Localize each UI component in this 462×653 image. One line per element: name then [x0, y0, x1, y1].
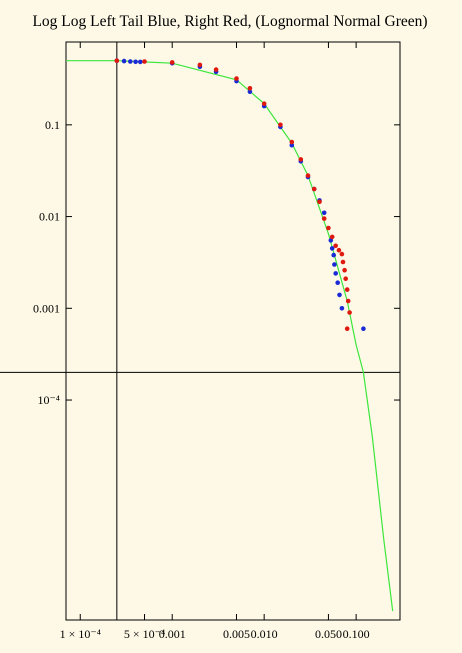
right-tail-point	[197, 62, 203, 68]
right-tail-point	[278, 122, 283, 128]
right-tail-point	[114, 58, 120, 63]
y-tick-label: 0.1	[45, 118, 60, 132]
right-tail-point	[305, 173, 311, 178]
chart-title: Log Log Left Tail Blue, Right Red, (Logn…	[32, 13, 427, 30]
right-tail-point	[339, 251, 345, 257]
left-tail-point	[128, 59, 133, 64]
right-tail-point	[213, 67, 219, 72]
right-tail-point	[347, 310, 352, 315]
right-tail-point	[336, 247, 342, 253]
lognormal-fit-line	[66, 60, 394, 612]
data-points-layer	[114, 58, 366, 332]
left-tail-point	[333, 271, 339, 276]
right-tail-point	[326, 225, 331, 231]
x-tick-label: 0.005	[223, 627, 250, 641]
x-tick-label: 1 × 10⁻⁴	[60, 627, 101, 641]
left-tail-point	[335, 280, 341, 286]
left-tail-point	[337, 292, 342, 298]
right-tail-point	[340, 259, 346, 265]
left-tail-point	[321, 210, 327, 216]
left-tail-point	[328, 238, 334, 243]
right-tail-point	[342, 267, 347, 273]
reference-lines	[0, 42, 400, 620]
left-tail-point	[121, 58, 127, 64]
y-tick-label: 10⁻⁴	[37, 393, 60, 407]
right-tail-point	[329, 234, 335, 240]
right-tail-point	[344, 326, 350, 332]
right-tail-point	[345, 298, 351, 304]
left-tail-point	[329, 246, 335, 251]
right-tail-point	[321, 216, 327, 221]
left-tail-point	[339, 306, 345, 311]
right-tail-point	[289, 139, 295, 145]
x-tick-label: 0.001	[159, 627, 186, 641]
left-tail-point	[361, 326, 366, 332]
right-tail-point	[344, 287, 350, 292]
left-tail-point	[247, 89, 253, 94]
right-tail-point	[169, 60, 175, 65]
left-tail-point	[332, 262, 337, 267]
x-tick-label: 0.050	[315, 627, 342, 641]
y-tick-label: 0.001	[33, 301, 60, 315]
x-tick-label: 5 × 10⁻⁴	[124, 627, 165, 641]
y-tick-label: 0.01	[39, 210, 60, 224]
x-tick-label: 0.100	[343, 627, 370, 641]
left-tail-point	[289, 142, 295, 148]
right-tail-point	[234, 76, 239, 81]
right-tail-point	[311, 186, 317, 192]
right-tail-point	[333, 243, 339, 249]
x-tick-label: 0.010	[251, 627, 278, 641]
left-tail-point	[138, 59, 143, 65]
right-tail-point	[261, 101, 267, 106]
right-tail-point	[317, 199, 322, 205]
right-tail-point	[298, 157, 304, 162]
lognormal-fit-layer	[66, 60, 394, 612]
right-tail-point	[247, 86, 253, 91]
left-tail-point	[133, 59, 138, 65]
right-tail-point	[343, 276, 349, 282]
axis-ticks: 1 × 10⁻⁴ 5 × 10⁻⁴0.001 0.005 0.010 0.050 0.10…	[33, 42, 400, 641]
plot-frame	[65, 41, 401, 621]
right-tail-point	[142, 59, 147, 64]
plot-frame-border	[65, 41, 401, 621]
left-tail-point	[331, 252, 337, 258]
